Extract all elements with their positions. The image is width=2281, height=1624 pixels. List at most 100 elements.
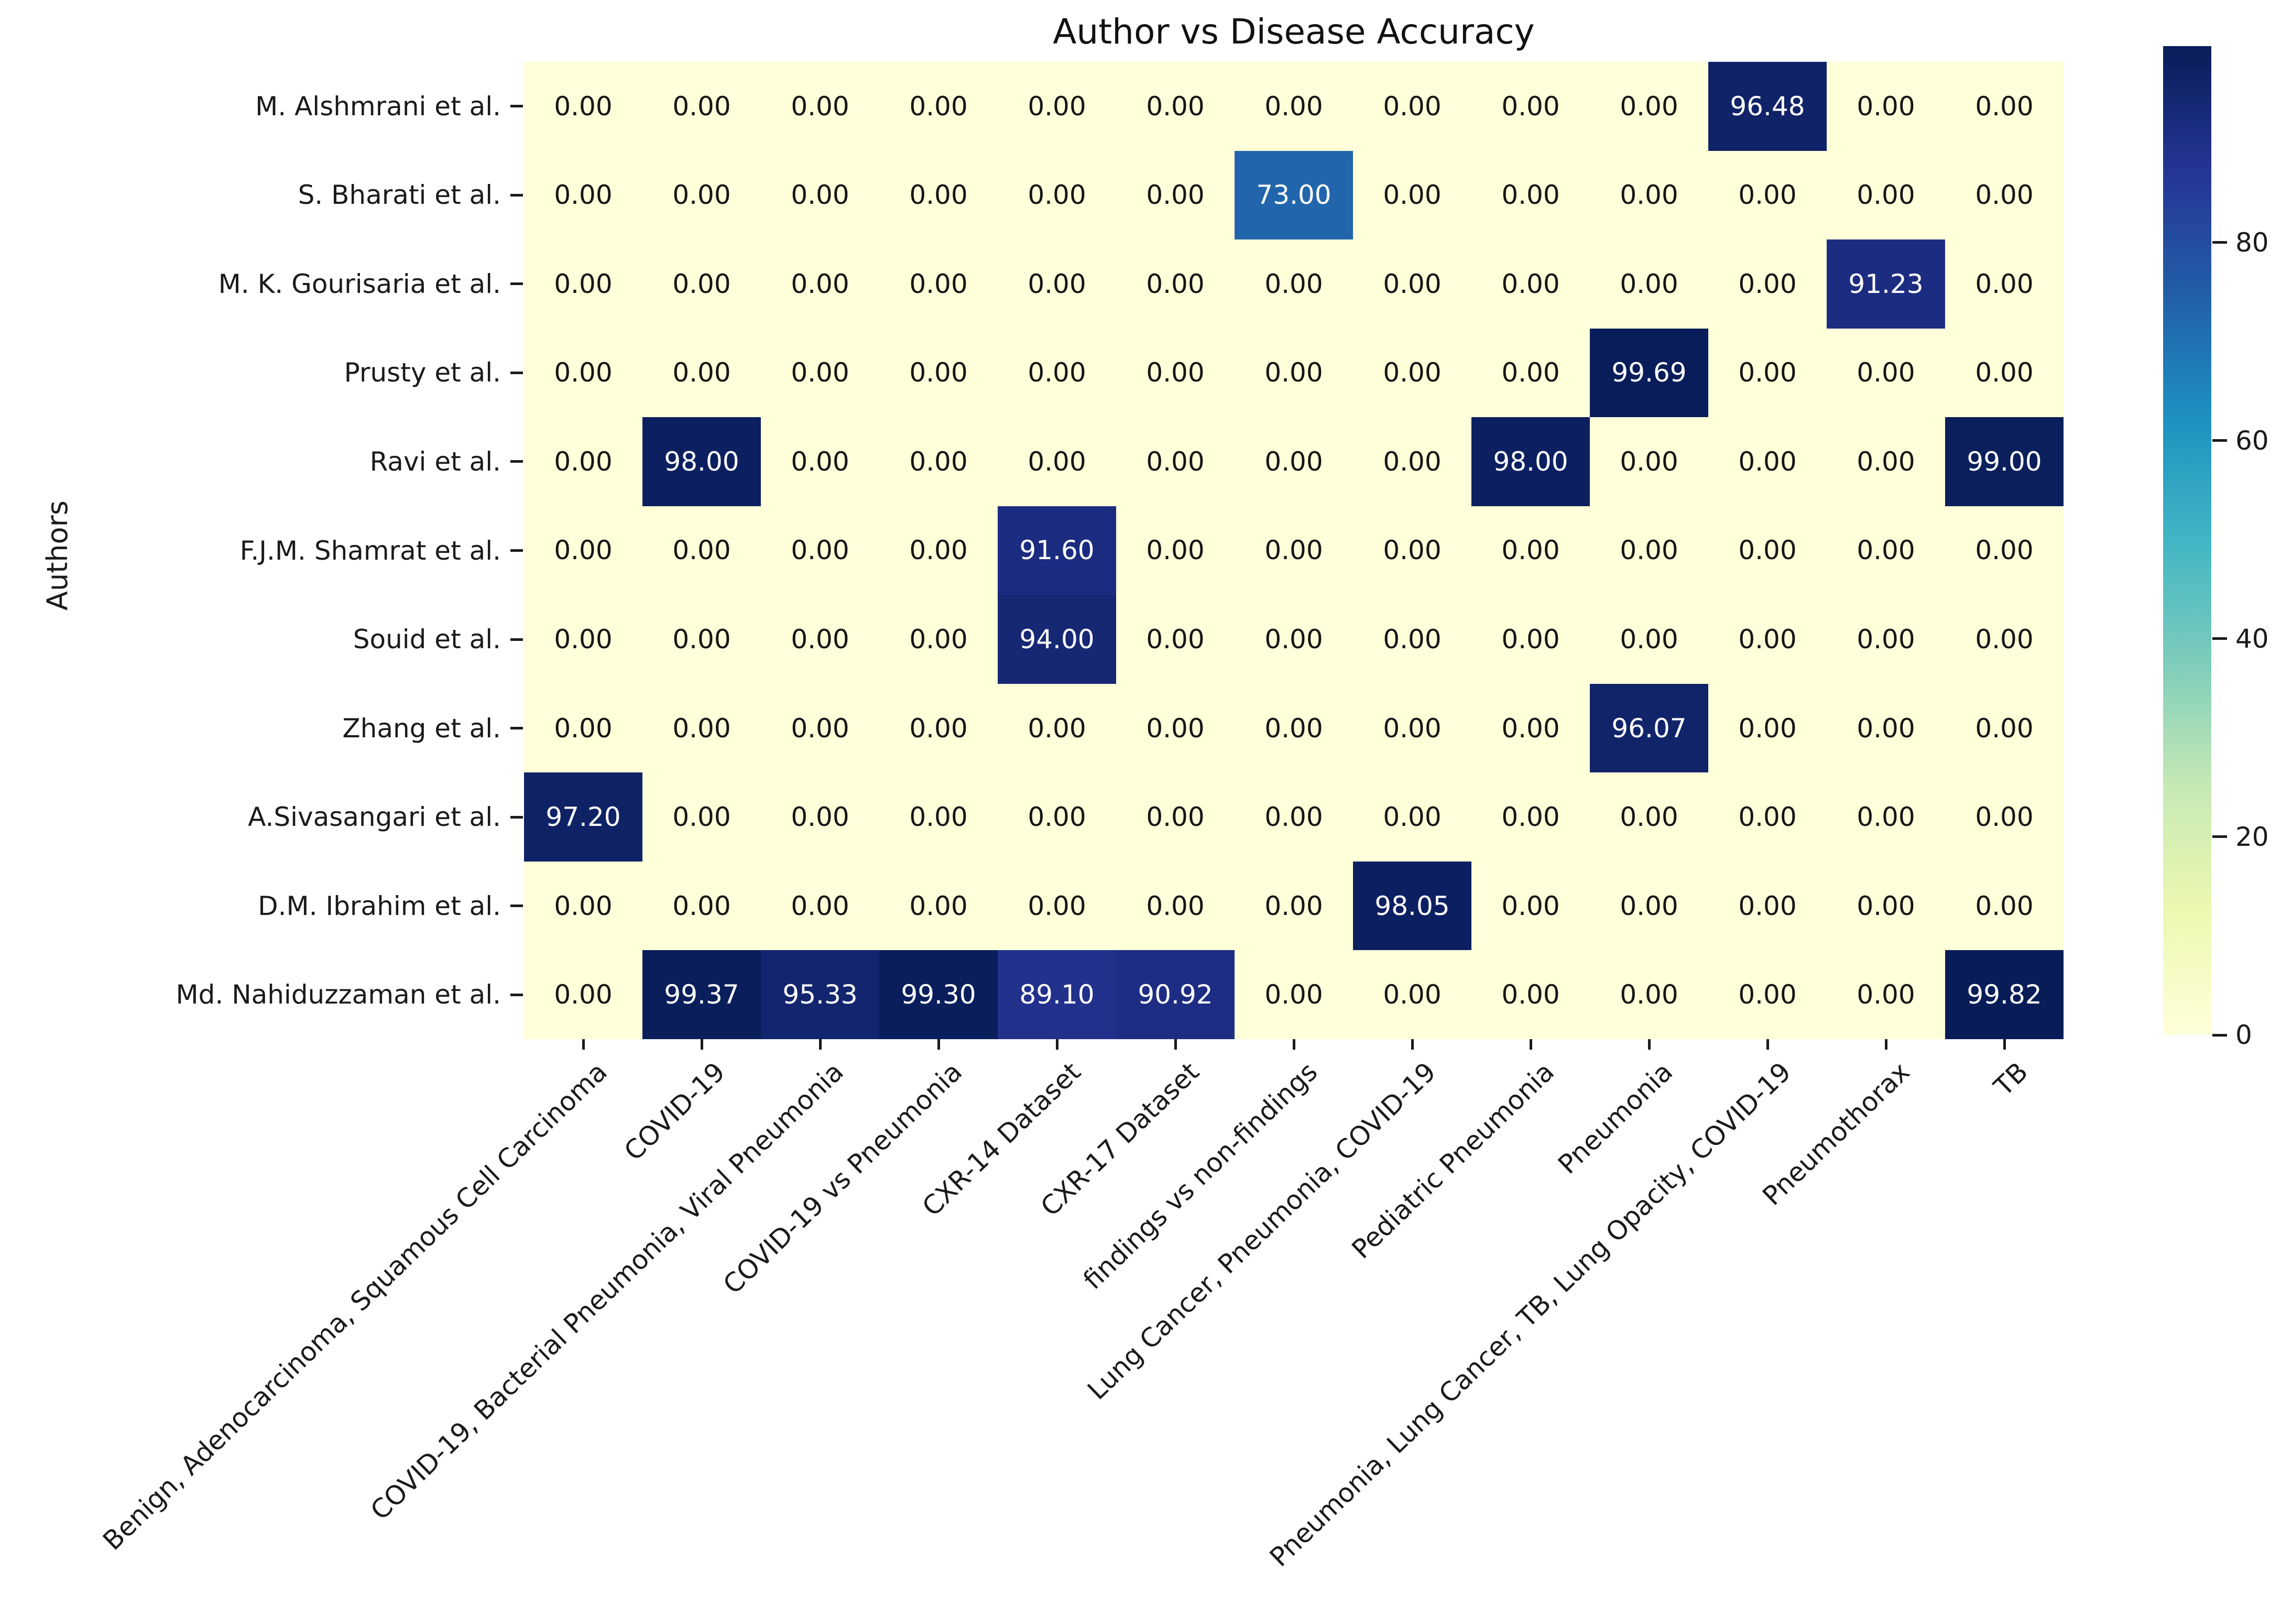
y-tick-mark xyxy=(510,371,523,374)
colorbar-tick-label: 20 xyxy=(2235,821,2269,852)
heatmap-cell: 0.00 xyxy=(1353,950,1471,1039)
heatmap-cell: 0.00 xyxy=(1945,861,2064,951)
heatmap-cell: 99.82 xyxy=(1945,950,2064,1039)
heatmap-cell: 0.00 xyxy=(1708,861,1827,951)
heatmap-cell: 0.00 xyxy=(761,683,879,773)
heatmap-cell: 0.00 xyxy=(1116,861,1235,951)
heatmap-cell: 0.00 xyxy=(524,150,642,240)
heatmap-cell: 99.37 xyxy=(642,950,761,1039)
heatmap-cell: 0.00 xyxy=(1945,328,2064,418)
heatmap-cell: 0.00 xyxy=(879,683,998,773)
x-tick-label: Benign, Adenocarcinoma, Squamous Cell Ca… xyxy=(96,1056,613,1556)
heatmap-cell: 0.00 xyxy=(879,62,998,151)
heatmap-cell: 91.60 xyxy=(998,506,1116,595)
heatmap-cell: 0.00 xyxy=(1471,861,1590,951)
heatmap-cell: 0.00 xyxy=(1590,950,1708,1039)
heatmap-cell: 0.00 xyxy=(1471,239,1590,329)
heatmap-cell: 95.33 xyxy=(761,950,879,1039)
heatmap-cell: 0.00 xyxy=(1708,239,1827,329)
heatmap-cell: 0.00 xyxy=(761,772,879,862)
heatmap-cell: 0.00 xyxy=(1590,772,1708,862)
heatmap-cell: 0.00 xyxy=(1235,595,1353,684)
heatmap-cell: 99.00 xyxy=(1945,417,2064,506)
heatmap-cell: 0.00 xyxy=(998,772,1116,862)
heatmap-cell: 0.00 xyxy=(1471,595,1590,684)
heatmap-cell: 0.00 xyxy=(1235,62,1353,151)
heatmap-cell: 0.00 xyxy=(1116,239,1235,329)
x-tick-label: COVID-19 xyxy=(618,1056,732,1167)
y-tick-label: M. Alshmrani et al. xyxy=(255,91,501,122)
y-tick-mark xyxy=(510,904,523,908)
heatmap-cell: 91.23 xyxy=(1827,239,1945,329)
colorbar-tick-mark xyxy=(2212,439,2227,442)
heatmap-cell: 0.00 xyxy=(1116,417,1235,506)
heatmap-cell: 98.00 xyxy=(1471,417,1590,506)
colorbar-tick-mark xyxy=(2212,835,2227,838)
x-tick-label: Pneumonia xyxy=(1552,1056,1679,1180)
heatmap-cell: 0.00 xyxy=(642,595,761,684)
colorbar-tick-mark xyxy=(2212,1033,2227,1037)
heatmap-cell: 0.00 xyxy=(879,595,998,684)
heatmap-cell: 0.00 xyxy=(1471,62,1590,151)
heatmap-cell: 0.00 xyxy=(1945,772,2064,862)
heatmap-cell: 0.00 xyxy=(524,328,642,418)
y-tick-mark xyxy=(510,993,523,996)
heatmap-cell: 0.00 xyxy=(1116,772,1235,862)
heatmap-cell: 0.00 xyxy=(1708,683,1827,773)
heatmap-cell: 0.00 xyxy=(1708,772,1827,862)
y-tick-label: F.J.M. Shamrat et al. xyxy=(239,535,501,566)
y-tick-label: Ravi et al. xyxy=(369,446,501,477)
heatmap-cell: 0.00 xyxy=(524,861,642,951)
colorbar-tick-label: 40 xyxy=(2235,623,2269,654)
y-tick-label: Zhang et al. xyxy=(342,713,501,744)
heatmap-cell: 0.00 xyxy=(1116,506,1235,595)
heatmap-cell: 0.00 xyxy=(642,328,761,418)
heatmap-cell: 0.00 xyxy=(1945,595,2064,684)
heatmap-cell: 0.00 xyxy=(1708,417,1827,506)
heatmap-cell: 0.00 xyxy=(1827,772,1945,862)
heatmap-cell: 73.00 xyxy=(1235,150,1353,240)
heatmap-cell: 0.00 xyxy=(1708,506,1827,595)
x-tick-label: Pediatric Pneumonia xyxy=(1346,1056,1560,1265)
heatmap-cell: 0.00 xyxy=(1945,239,2064,329)
heatmap-cell: 0.00 xyxy=(524,239,642,329)
heatmap-cell: 0.00 xyxy=(1827,150,1945,240)
heatmap-cell: 0.00 xyxy=(1116,150,1235,240)
heatmap-cell: 0.00 xyxy=(1590,417,1708,506)
y-tick-label: A.Sivasangari et al. xyxy=(248,802,501,833)
heatmap-cell: 0.00 xyxy=(1708,328,1827,418)
y-tick-mark xyxy=(510,282,523,286)
heatmap-cell: 0.00 xyxy=(1353,683,1471,773)
heatmap-cell: 0.00 xyxy=(642,772,761,862)
x-tick-label: findings vs non-findings xyxy=(1077,1056,1324,1295)
heatmap-cell: 96.07 xyxy=(1590,683,1708,773)
heatmap-cell: 0.00 xyxy=(761,62,879,151)
heatmap-cell: 0.00 xyxy=(1590,239,1708,329)
heatmap-cell: 98.05 xyxy=(1353,861,1471,951)
colorbar-tick-mark xyxy=(2212,637,2227,640)
heatmap-cell: 0.00 xyxy=(1353,150,1471,240)
x-tick-mark xyxy=(818,1039,822,1050)
heatmap-cell: 0.00 xyxy=(998,62,1116,151)
heatmap-cell: 0.00 xyxy=(879,239,998,329)
y-tick-mark xyxy=(510,815,523,819)
heatmap-cell: 99.69 xyxy=(1590,328,1708,418)
x-tick-mark xyxy=(700,1039,703,1050)
heatmap-cell: 0.00 xyxy=(1353,239,1471,329)
heatmap-cell: 0.00 xyxy=(642,150,761,240)
heatmap-cell: 0.00 xyxy=(524,62,642,151)
x-tick-mark xyxy=(1766,1039,1769,1050)
heatmap-cell: 0.00 xyxy=(998,239,1116,329)
heatmap-cell: 0.00 xyxy=(1116,328,1235,418)
heatmap-grid: 0.00 0.00 0.00 0.00 0.00 0.00 0.00 0.00 0.00 0.00… xyxy=(524,62,2064,1039)
x-tick-mark xyxy=(1292,1039,1295,1050)
y-tick-label: D.M. Ibrahim et al. xyxy=(258,890,501,921)
x-tick-mark xyxy=(1055,1039,1058,1050)
colorbar-tick-mark xyxy=(2212,241,2227,244)
heatmap-cell: 0.00 xyxy=(524,506,642,595)
heatmap-cell: 0.00 xyxy=(1827,506,1945,595)
heatmap-cell: 0.00 xyxy=(1116,683,1235,773)
x-tick-label: COVID-19, Bacterial Pneumonia, Viral Pne… xyxy=(365,1056,850,1526)
heatmap-cell: 0.00 xyxy=(1590,62,1708,151)
